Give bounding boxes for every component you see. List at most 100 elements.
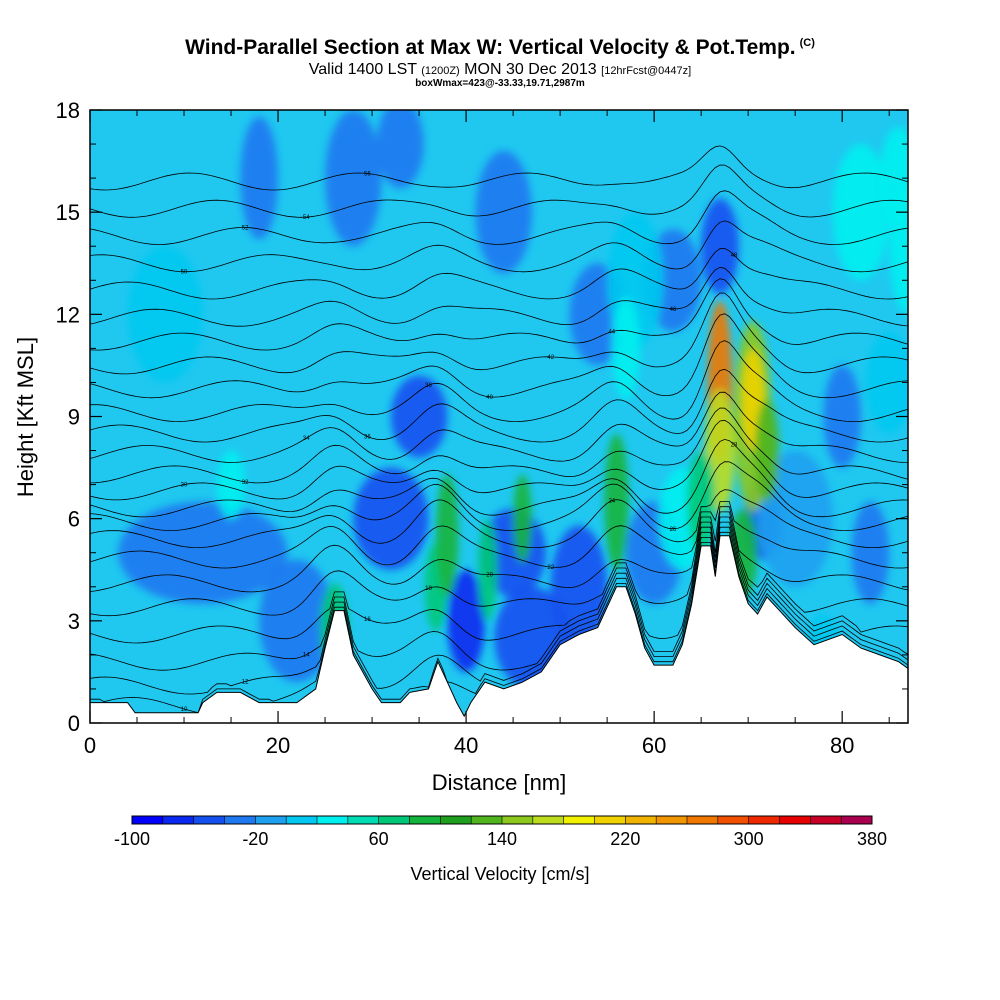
colorbar-tick-label: 380	[857, 829, 887, 849]
colorbar-swatch	[317, 816, 349, 824]
copyright-mark: (C)	[799, 37, 815, 49]
velocity-cell	[832, 144, 890, 281]
chart-title: Wind-Parallel Section at Max W: Vertical…	[0, 36, 1000, 60]
colorbar-swatch	[162, 816, 194, 824]
valid-date: MON 30 Dec 2013	[464, 61, 597, 78]
isentrope-label: 32	[242, 480, 249, 486]
isentrope-22	[90, 501, 908, 569]
velocity-field	[118, 110, 908, 696]
isentrope-54	[90, 164, 908, 218]
valid-utc: (1200Z)	[421, 65, 460, 77]
colorbar-swatch	[532, 816, 564, 824]
isentrope-10	[90, 531, 908, 714]
velocity-cell	[879, 127, 908, 230]
isentrope-26	[90, 461, 908, 532]
y-tick-label: 3	[68, 609, 80, 634]
velocity-cell	[353, 467, 429, 570]
isentrope-30	[90, 419, 908, 501]
isentrope-label: 26	[670, 527, 677, 533]
colorbar-swatch	[378, 816, 410, 824]
x-tick-label: 40	[454, 733, 478, 758]
velocity-cell	[478, 518, 498, 621]
y-tick-label: 0	[68, 711, 80, 736]
isentrope-32	[90, 407, 908, 484]
velocity-cell	[240, 116, 279, 240]
isentrope-label: 44	[608, 330, 615, 336]
velocity-cell	[701, 198, 739, 294]
isentrope-label: 22	[547, 565, 554, 571]
isentrope-label: 14	[303, 653, 310, 659]
x-tick-label: 20	[266, 733, 290, 758]
isentrope-label: 50	[181, 270, 188, 276]
y-tick-label: 18	[56, 98, 80, 123]
velocity-cell	[127, 246, 203, 383]
isentrope-lines	[90, 145, 908, 714]
colorbar-swatch	[409, 816, 441, 824]
colorbar-swatch	[779, 816, 811, 824]
isentrope-12	[90, 526, 908, 695]
colorbar-swatch	[687, 816, 719, 824]
isentrope-42	[90, 292, 908, 375]
velocity-cell	[216, 450, 246, 519]
velocity-cell	[754, 399, 780, 502]
colorbar-tick-label: -20	[242, 829, 268, 849]
velocity-cell	[851, 501, 890, 604]
x-axis-label: Distance [nm]	[432, 770, 567, 795]
y-tick-label: 15	[56, 200, 80, 225]
isentrope-labels: 10 12 14 16 18 20 22 24 26 28 30 32 34 36 38 40 42 44 46 48…	[181, 171, 738, 712]
isentrope-44	[90, 278, 908, 351]
colorbar-label: Vertical Velocity [cm/s]	[410, 864, 589, 884]
colorbar-swatch	[594, 816, 626, 824]
terrain	[90, 535, 908, 723]
isentrope-label: 30	[181, 483, 188, 489]
colorbar-tick-label: 60	[369, 829, 389, 849]
colorbar-swatch	[717, 816, 749, 824]
colorbar-swatch	[625, 816, 657, 824]
y-tick-label: 6	[68, 507, 80, 532]
box-info: boxWmax=423@-33.33,19.71,2987m	[415, 78, 585, 89]
isentrope-label: 18	[425, 586, 432, 592]
velocity-cell	[447, 569, 485, 672]
colorbar-swatch	[286, 816, 318, 824]
x-tick-label: 60	[642, 733, 666, 758]
isentrope-label: 24	[608, 499, 615, 505]
colorbar-tick-label: 220	[610, 829, 640, 849]
colorbar-tick-label: 300	[734, 829, 764, 849]
x-tick-label: 0	[84, 733, 96, 758]
y-tick-label: 12	[56, 302, 80, 327]
velocity-cell	[757, 450, 833, 587]
colorbar-tick-label: -100	[114, 829, 150, 849]
colorbar-swatch	[471, 816, 503, 824]
isentrope-40	[90, 313, 908, 399]
colorbar-swatch	[347, 816, 379, 824]
colorbar-swatch	[841, 816, 873, 824]
velocity-cell	[550, 525, 608, 649]
isentrope-38	[90, 340, 908, 423]
colorbar-swatch	[440, 816, 472, 824]
velocity-cell	[259, 559, 335, 683]
isentrope-label: 56	[364, 171, 371, 177]
velocity-cell	[611, 297, 641, 400]
chart-subtitle: Valid 1400 LST (1200Z) MON 30 Dec 2013 […	[0, 61, 1000, 79]
isentrope-46	[90, 266, 908, 327]
velocity-cell	[118, 501, 288, 604]
velocity-cell	[604, 433, 629, 570]
isentrope-label: 10	[181, 707, 188, 713]
isentrope-label: 16	[364, 617, 371, 623]
isentrope-label: 46	[670, 307, 677, 313]
y-axis-label: Height [Kft MSL]	[13, 337, 38, 497]
colorbar-swatch	[255, 816, 287, 824]
colorbar-tick-label: 140	[487, 829, 517, 849]
isentrope-label: 28	[731, 442, 738, 448]
velocity-cell	[513, 474, 532, 563]
isentrope-18	[90, 511, 908, 617]
y-tick-label: 9	[68, 405, 80, 430]
isentrope-label: 20	[486, 573, 493, 579]
velocity-cell	[475, 150, 532, 274]
plot-area: 10 12 14 16 18 20 22 24 26 28 30 32 34 36 38 40 42 44 46 48…	[90, 110, 908, 723]
forecast-info: [12hrFcst@0447z]	[601, 65, 692, 77]
isentrope-20	[90, 506, 908, 593]
isentrope-48	[90, 248, 908, 300]
